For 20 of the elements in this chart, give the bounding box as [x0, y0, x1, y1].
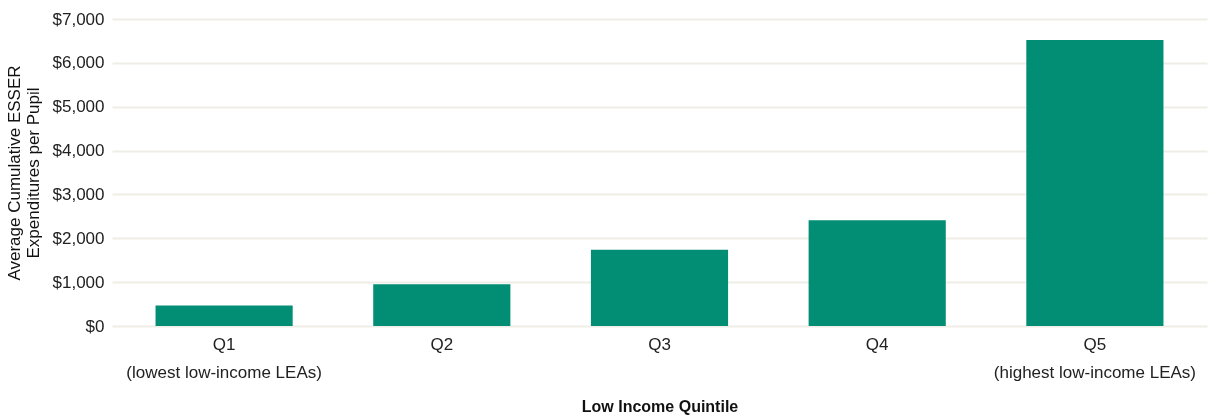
x-tick-label: Q3 [648, 334, 671, 354]
y-tick-label: $7,000 [52, 9, 105, 29]
y-tick-label: $2,000 [52, 228, 105, 248]
x-tick-label: Q1 (lowest low-income LEAs) [126, 334, 322, 382]
y-axis-title: Average Cumulative ESSER Expenditures per Pupil [4, 65, 43, 281]
y-tick-label: $1,000 [52, 272, 105, 292]
bar [808, 220, 946, 326]
x-tick-label: Q2 [430, 334, 454, 354]
y-tick-label: $6,000 [52, 53, 105, 73]
y-tick-label: $3,000 [52, 184, 105, 204]
bar [1026, 40, 1164, 326]
x-axis-title: Low Income Quintile [581, 397, 739, 415]
bar [373, 284, 511, 326]
y-tick-label: $4,000 [52, 141, 105, 161]
bar [155, 305, 293, 326]
x-tick-label: Q5 (highest low-income LEAs) [993, 334, 1196, 382]
y-tick-label: $5,000 [52, 97, 105, 117]
y-tick-label: $0 [85, 316, 105, 336]
x-tick-label: Q4 [865, 334, 889, 354]
bar [590, 249, 729, 326]
